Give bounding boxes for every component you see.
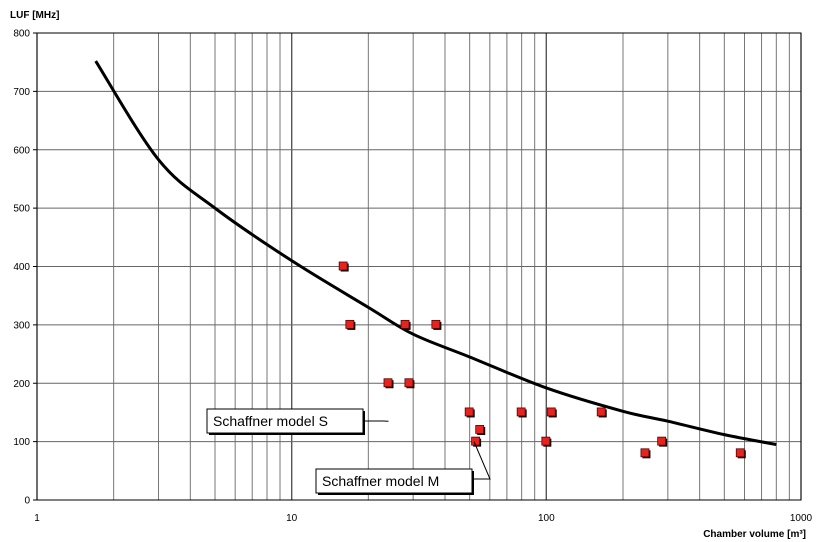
x-tick-label: 100 bbox=[538, 513, 555, 524]
y-axis-label: LUF [MHz] bbox=[10, 10, 59, 21]
data-point bbox=[640, 448, 651, 459]
data-point bbox=[596, 407, 607, 418]
data-point bbox=[464, 407, 475, 418]
data-point bbox=[383, 378, 394, 389]
data-point bbox=[546, 407, 557, 418]
data-points bbox=[338, 261, 746, 459]
data-point bbox=[431, 319, 442, 330]
x-tick-labels: 1 10 100 1000 bbox=[34, 513, 812, 524]
data-point bbox=[541, 436, 552, 447]
callout: Schaffner model M bbox=[315, 441, 491, 495]
data-point bbox=[735, 448, 746, 459]
data-point bbox=[475, 425, 486, 435]
data-point bbox=[400, 319, 411, 330]
callout-leader-line bbox=[472, 441, 491, 480]
y-tick-labels: 0 100 200 300 400 500 600 700 800 bbox=[13, 29, 37, 507]
callout-box bbox=[206, 408, 364, 434]
y-tick-label: 200 bbox=[13, 379, 30, 390]
callout-label: Schaffner model S bbox=[213, 413, 328, 429]
x-tick-label: 10 bbox=[286, 513, 298, 524]
y-tick-label: 100 bbox=[13, 437, 30, 448]
x-axis-label: Chamber volume [m³] bbox=[703, 529, 806, 540]
data-point bbox=[404, 378, 415, 389]
y-tick-label: 300 bbox=[13, 320, 30, 331]
y-tick-label: 600 bbox=[13, 145, 30, 156]
y-tick-label: 0 bbox=[24, 496, 30, 507]
x-tick-label: 1 bbox=[34, 513, 40, 524]
annotations: Schaffner model S Schaffner model M bbox=[206, 408, 491, 495]
data-point bbox=[657, 436, 668, 447]
data-point bbox=[471, 436, 482, 447]
data-point bbox=[516, 407, 527, 418]
y-tick-label: 800 bbox=[13, 29, 30, 40]
callout: Schaffner model S bbox=[206, 408, 389, 435]
y-tick-label: 500 bbox=[13, 204, 30, 215]
data-point bbox=[338, 261, 349, 272]
callout-label: Schaffner model M bbox=[322, 473, 439, 489]
data-point bbox=[345, 319, 356, 330]
y-tick-label: 400 bbox=[13, 262, 30, 273]
x-tick-label: 1000 bbox=[790, 513, 813, 524]
y-tick-label: 700 bbox=[13, 87, 30, 98]
luf-curve bbox=[94, 60, 777, 447]
callout-box bbox=[315, 468, 473, 494]
